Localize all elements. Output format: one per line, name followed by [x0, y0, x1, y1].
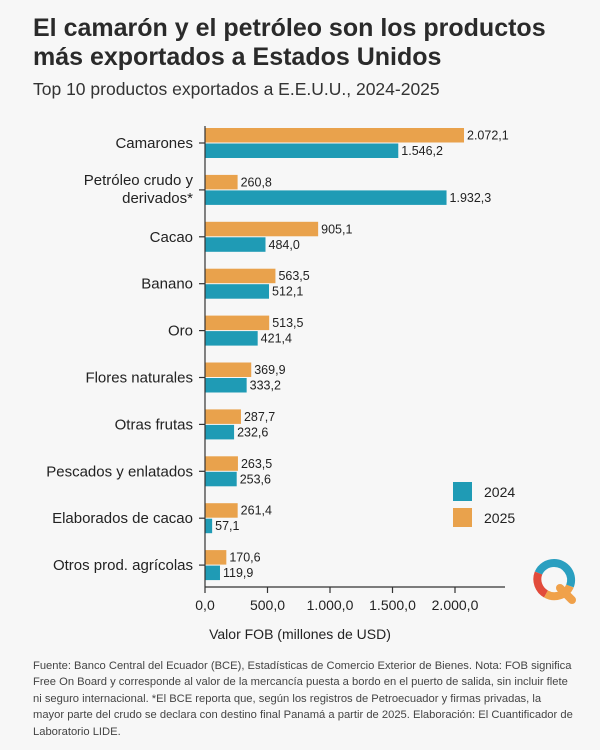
data-label-2024: 421,4: [261, 332, 292, 346]
data-label-2025: 261,4: [241, 504, 272, 518]
bar-2025: [205, 174, 238, 190]
bar-2025: [205, 221, 319, 237]
legend-label-2025: 2025: [484, 510, 515, 526]
data-label-2025: 170,6: [229, 551, 260, 565]
x-tick-label: 0,0: [195, 597, 215, 613]
x-tick-label: 2.000,0: [432, 597, 479, 613]
data-label-2025: 287,7: [244, 410, 275, 424]
bar-2025: [205, 456, 238, 471]
x-axis-label: Valor FOB (millones de USD): [209, 626, 391, 642]
category-label: Oro: [168, 323, 193, 340]
bar-2025: [205, 268, 276, 284]
category-label: Elaborados de cacao: [52, 510, 193, 527]
category-label: Flores naturales: [85, 370, 193, 387]
data-label-2024: 1.932,3: [450, 191, 492, 205]
source-note: Fuente: Banco Central del Ecuador (BCE),…: [33, 660, 573, 738]
data-label-2024: 57,1: [215, 519, 239, 533]
bar-2024: [205, 284, 270, 299]
bar-2024: [205, 471, 237, 487]
data-label-2025: 263,5: [241, 457, 272, 471]
data-label-2024: 484,0: [269, 238, 300, 252]
bar-2025: [205, 128, 465, 143]
x-tick-label: 500,0: [250, 597, 285, 613]
category-label: Otras frutas: [115, 416, 193, 433]
legend-swatch-2025: [453, 508, 472, 527]
x-tick-label: 1.500,0: [369, 597, 416, 613]
legend-swatch-2024: [453, 482, 472, 501]
data-label-2025: 260,8: [241, 175, 272, 189]
bar-2024: [205, 143, 399, 158]
bar-2025: [205, 362, 252, 377]
bar-2025: [205, 409, 241, 424]
chart-subtitle: Top 10 productos exportados a E.E.U.U., …: [33, 79, 440, 99]
data-label-2024: 253,6: [240, 472, 271, 486]
data-label-2025: 563,5: [278, 269, 309, 283]
data-label-2024: 512,1: [272, 285, 303, 299]
data-label-2024: 1.546,2: [401, 144, 443, 158]
bar-2025: [205, 315, 270, 331]
bar-2024: [205, 565, 220, 581]
chart-title: El camarón y el petróleo son los product…: [33, 14, 546, 71]
bar-2024: [205, 424, 235, 440]
bar-2024: [205, 237, 266, 252]
data-label-2024: 119,9: [223, 566, 253, 580]
quantifier-q-logo-icon: [533, 558, 576, 604]
data-label-2025: 369,9: [254, 363, 285, 377]
category-label: Cacao: [150, 229, 193, 246]
data-label-2025: 513,5: [272, 316, 303, 330]
category-label: Petróleo crudo y derivados*: [84, 172, 194, 207]
data-label-2025: 905,1: [321, 222, 352, 236]
bar-2024: [205, 190, 447, 205]
x-tick-label: 1.000,0: [307, 597, 354, 613]
category-label: Otros prod. agrícolas: [53, 557, 193, 574]
bar-2024: [205, 331, 258, 346]
data-label-2024: 232,6: [237, 425, 268, 439]
data-label-2025: 2.072,1: [467, 129, 509, 143]
bar-2025: [205, 550, 227, 565]
bar-2024: [205, 518, 213, 534]
category-label: Banano: [141, 276, 193, 293]
legend-label-2024: 2024: [484, 484, 515, 500]
data-label-2024: 333,2: [250, 379, 281, 393]
category-label: Pescados y enlatados: [46, 463, 193, 480]
bar-2024: [205, 378, 247, 393]
category-label: Camarones: [115, 135, 193, 152]
bar-2025: [205, 503, 238, 518]
